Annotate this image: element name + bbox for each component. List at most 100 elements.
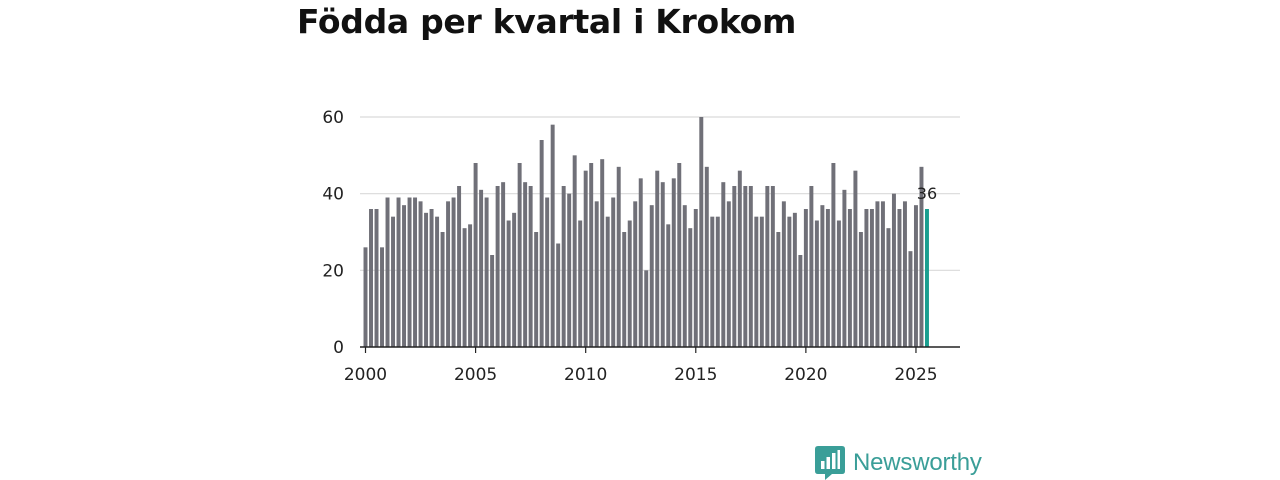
y-tick-label: 0 <box>333 338 344 358</box>
bar <box>567 193 572 347</box>
bar <box>814 220 819 347</box>
bar <box>468 224 473 347</box>
bar <box>847 209 852 347</box>
bar <box>611 197 616 347</box>
bar <box>363 247 368 347</box>
bar <box>523 182 528 347</box>
bar <box>479 189 484 347</box>
bar <box>512 212 517 347</box>
bar <box>605 216 610 347</box>
bar <box>875 201 880 347</box>
bar <box>902 201 907 347</box>
bar <box>490 255 495 347</box>
labels: 0 20 40 60 2000 2005 2010 2015 2020 2025 36 <box>322 108 937 385</box>
bar <box>506 220 511 347</box>
bar <box>754 216 759 347</box>
bar <box>891 193 896 347</box>
bar <box>561 186 566 347</box>
bar <box>853 170 858 347</box>
bar <box>402 205 407 347</box>
bar <box>622 232 627 347</box>
bar <box>594 201 599 347</box>
brand-logo: Newsworthy <box>815 446 982 480</box>
bar <box>869 209 874 347</box>
bar <box>644 270 649 347</box>
bar <box>919 166 924 347</box>
bar <box>660 182 665 347</box>
bar <box>737 170 742 347</box>
bar <box>765 186 770 347</box>
bar <box>770 186 775 347</box>
bar <box>748 186 753 347</box>
bar <box>556 243 561 347</box>
bar <box>572 155 577 347</box>
bar <box>424 212 429 347</box>
bar <box>501 182 506 347</box>
x-tick-label: 2005 <box>454 365 497 385</box>
bar <box>440 232 445 347</box>
axes <box>360 346 960 353</box>
bar <box>721 182 726 347</box>
bar <box>825 209 830 347</box>
bar <box>534 232 539 347</box>
bar <box>699 117 704 347</box>
bar <box>820 205 825 347</box>
bar <box>831 163 836 347</box>
bar <box>913 205 918 347</box>
bar <box>836 220 841 347</box>
bar <box>435 216 440 347</box>
bar <box>583 170 588 347</box>
bar <box>418 201 423 347</box>
bar <box>864 209 869 347</box>
bar <box>495 186 500 347</box>
bar <box>385 197 390 347</box>
bar <box>413 197 418 347</box>
bar <box>671 178 676 347</box>
highlight-bar <box>924 209 929 347</box>
bar <box>484 197 489 347</box>
bar <box>627 220 632 347</box>
bar <box>473 163 478 347</box>
bar <box>732 186 737 347</box>
bar <box>539 140 544 347</box>
bars <box>363 117 929 348</box>
bar <box>589 163 594 347</box>
bar <box>726 201 731 347</box>
bar <box>600 159 605 347</box>
bar <box>792 212 797 347</box>
bar <box>776 232 781 347</box>
bar <box>759 216 764 347</box>
bar <box>374 209 379 347</box>
bar <box>693 209 698 347</box>
bar <box>517 163 522 347</box>
bar <box>682 205 687 347</box>
bar <box>787 216 792 347</box>
bar <box>391 216 396 347</box>
x-tick-label: 2000 <box>344 365 387 385</box>
y-tick-label: 40 <box>322 185 344 205</box>
bar <box>743 186 748 347</box>
bar <box>677 163 682 347</box>
y-tick-label: 20 <box>322 261 344 281</box>
bar <box>803 209 808 347</box>
chart-title: Födda per kvartal i Krokom <box>297 2 797 41</box>
bar <box>897 209 902 347</box>
bar <box>616 166 621 347</box>
bar <box>578 220 583 347</box>
x-tick-label: 2015 <box>674 365 717 385</box>
bar <box>649 205 654 347</box>
bar <box>457 186 462 347</box>
bar <box>710 216 715 347</box>
bar <box>396 197 401 347</box>
bar <box>429 209 434 347</box>
bar <box>886 228 891 347</box>
bar <box>369 209 373 347</box>
bar <box>380 247 384 347</box>
bar <box>781 201 786 347</box>
bar-chart-logo-icon <box>815 446 845 480</box>
bar <box>446 201 451 347</box>
bar <box>655 170 660 347</box>
bar <box>704 166 709 347</box>
y-tick-label: 60 <box>322 108 344 128</box>
